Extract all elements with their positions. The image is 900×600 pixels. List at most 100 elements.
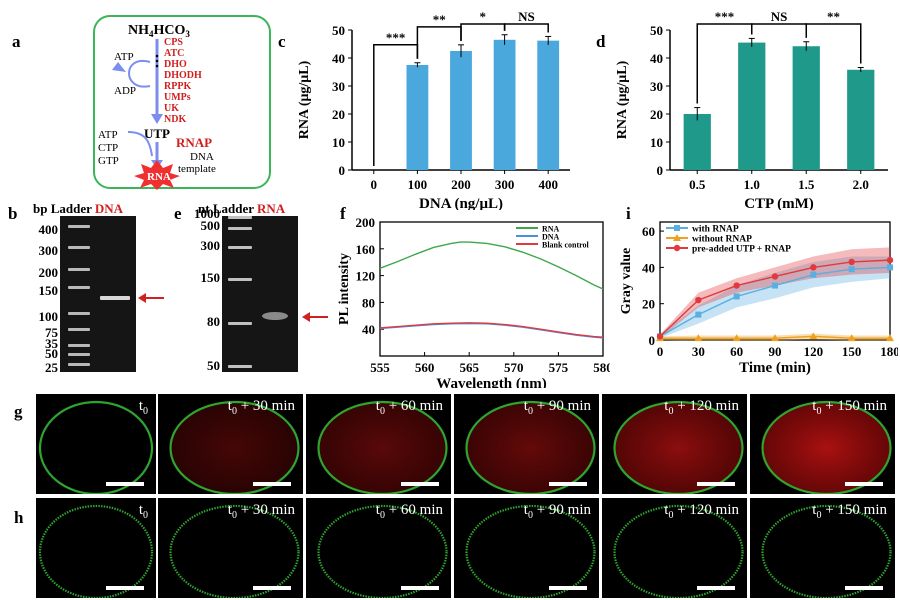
panel-f-label: f: [340, 204, 346, 223]
time-label: t0: [138, 502, 148, 521]
y-axis-label: RNA (μg/μL): [615, 60, 630, 139]
svg-text:UMPs: UMPs: [164, 92, 191, 103]
x-tick-label: 575: [549, 360, 569, 375]
rna-band-arrow-icon: [302, 312, 328, 322]
y-tick-label: 40: [332, 51, 345, 66]
x-tick-label: 560: [415, 360, 435, 375]
gel-unit: nt: [198, 201, 210, 216]
template-line2: template: [178, 163, 216, 175]
legend-label: without RNAP: [692, 235, 752, 245]
x-tick-label: 2.0: [853, 177, 869, 192]
significance-bracket: [503, 23, 549, 33]
y-tick-label: 160: [356, 242, 376, 257]
confidence-band: [660, 256, 890, 339]
time-label: t0 + 90 min: [523, 398, 591, 417]
x-tick-label: 1.0: [744, 177, 760, 192]
y-tick-label: 30: [332, 79, 345, 94]
x-tick-label: 400: [538, 177, 558, 192]
legend-marker: [673, 244, 681, 252]
red-fluorescence: [614, 402, 743, 494]
membrane-ring: [613, 400, 744, 494]
x-tick-label: 0: [371, 177, 378, 192]
vesicle-image: [169, 400, 300, 494]
membrane-ring: [465, 504, 596, 598]
significance-bracket: [751, 23, 807, 38]
bar: [847, 69, 875, 170]
vesicle-image: [761, 504, 892, 598]
vesicle-image: [38, 400, 154, 494]
svg-text:CPS: CPS: [164, 37, 183, 48]
x-tick-label: 200: [451, 177, 471, 192]
svg-text:RPPK: RPPK: [164, 81, 191, 92]
chart-f: 555 560 565 570 575 580 40 80 120 160 200 RNADNABla…: [337, 215, 610, 388]
micrograph-cell: t0 + 60 min: [306, 498, 451, 598]
data-point: [771, 334, 779, 342]
data-point: [847, 334, 856, 342]
panel-b-header: bp Ladder DNA: [33, 201, 123, 217]
data-point: [732, 334, 741, 342]
panel-b-label: b: [8, 204, 18, 223]
x-axis-label: Time (min): [739, 360, 811, 376]
data-point: [809, 332, 818, 340]
data-point: [810, 264, 817, 271]
time-label: t0: [138, 398, 148, 417]
membrane-ring: [169, 504, 300, 598]
rna-burst-icon: [134, 160, 180, 190]
membrane-ring: [169, 400, 300, 494]
utp: UTP: [144, 126, 170, 141]
scale-bar: [106, 482, 144, 486]
svg-text:ATC: ATC: [164, 48, 184, 59]
data-point: [695, 311, 702, 318]
x-tick-label: 120: [804, 344, 824, 359]
time-label: t0 + 30 min: [227, 502, 295, 521]
x-tick-label: 300: [495, 177, 514, 192]
micrograph-cell: t0 + 90 min: [454, 498, 599, 598]
rnap-label: RNAP: [176, 135, 212, 150]
y-tick-label: 60: [642, 224, 655, 239]
x-tick-label: 570: [504, 360, 524, 375]
y-tick-label: 200: [356, 215, 376, 230]
data-point: [694, 334, 703, 342]
micrograph-cell: t0 + 30 min: [158, 498, 303, 598]
micrograph-cell: t0 + 150 min: [750, 498, 895, 598]
data-point: [887, 264, 893, 271]
vesicle-image: [465, 504, 596, 598]
legend-marker: [673, 234, 681, 241]
ammonium-bicarbonate: NH4HCO3: [128, 23, 190, 39]
scale-bar: [401, 482, 439, 486]
svg-text:NDK: NDK: [164, 114, 186, 125]
data-point: [771, 273, 779, 280]
vesicle-image: [317, 504, 448, 598]
row-h-label: h: [14, 508, 24, 527]
scale-bar: [697, 482, 735, 486]
micrograph-cell: t0 + 120 min: [602, 394, 747, 494]
row-g-label: g: [14, 402, 23, 421]
significance-label: **: [433, 12, 446, 27]
bar: [537, 40, 560, 170]
membrane-ring: [465, 400, 596, 494]
significance-label: NS: [771, 10, 788, 24]
bar: [738, 42, 766, 170]
gel-unit: bp: [33, 201, 48, 216]
time-label: t0 + 150 min: [812, 398, 887, 417]
time-label: t0 + 90 min: [523, 502, 591, 521]
bar: [683, 114, 711, 170]
time-label: t0 + 60 min: [375, 502, 443, 521]
y-tick-label: 0: [649, 333, 656, 348]
scale-bar: [549, 586, 587, 590]
x-tick-label: 565: [459, 360, 479, 375]
legend-marker: [674, 225, 680, 231]
data-point: [810, 271, 817, 278]
rna-product: RNA: [147, 171, 171, 183]
vesicle-image: [761, 400, 892, 494]
y-axis-label: RNA (μg/μL): [297, 60, 312, 139]
bar: [406, 65, 429, 170]
significance-label: **: [827, 10, 840, 24]
confidence-band: [660, 247, 890, 339]
panel-d-label: d: [596, 32, 606, 51]
scale-bar: [106, 586, 144, 590]
legend-label: RNA: [542, 225, 560, 234]
scale-bar: [845, 586, 883, 590]
significance-label: NS: [518, 10, 535, 24]
